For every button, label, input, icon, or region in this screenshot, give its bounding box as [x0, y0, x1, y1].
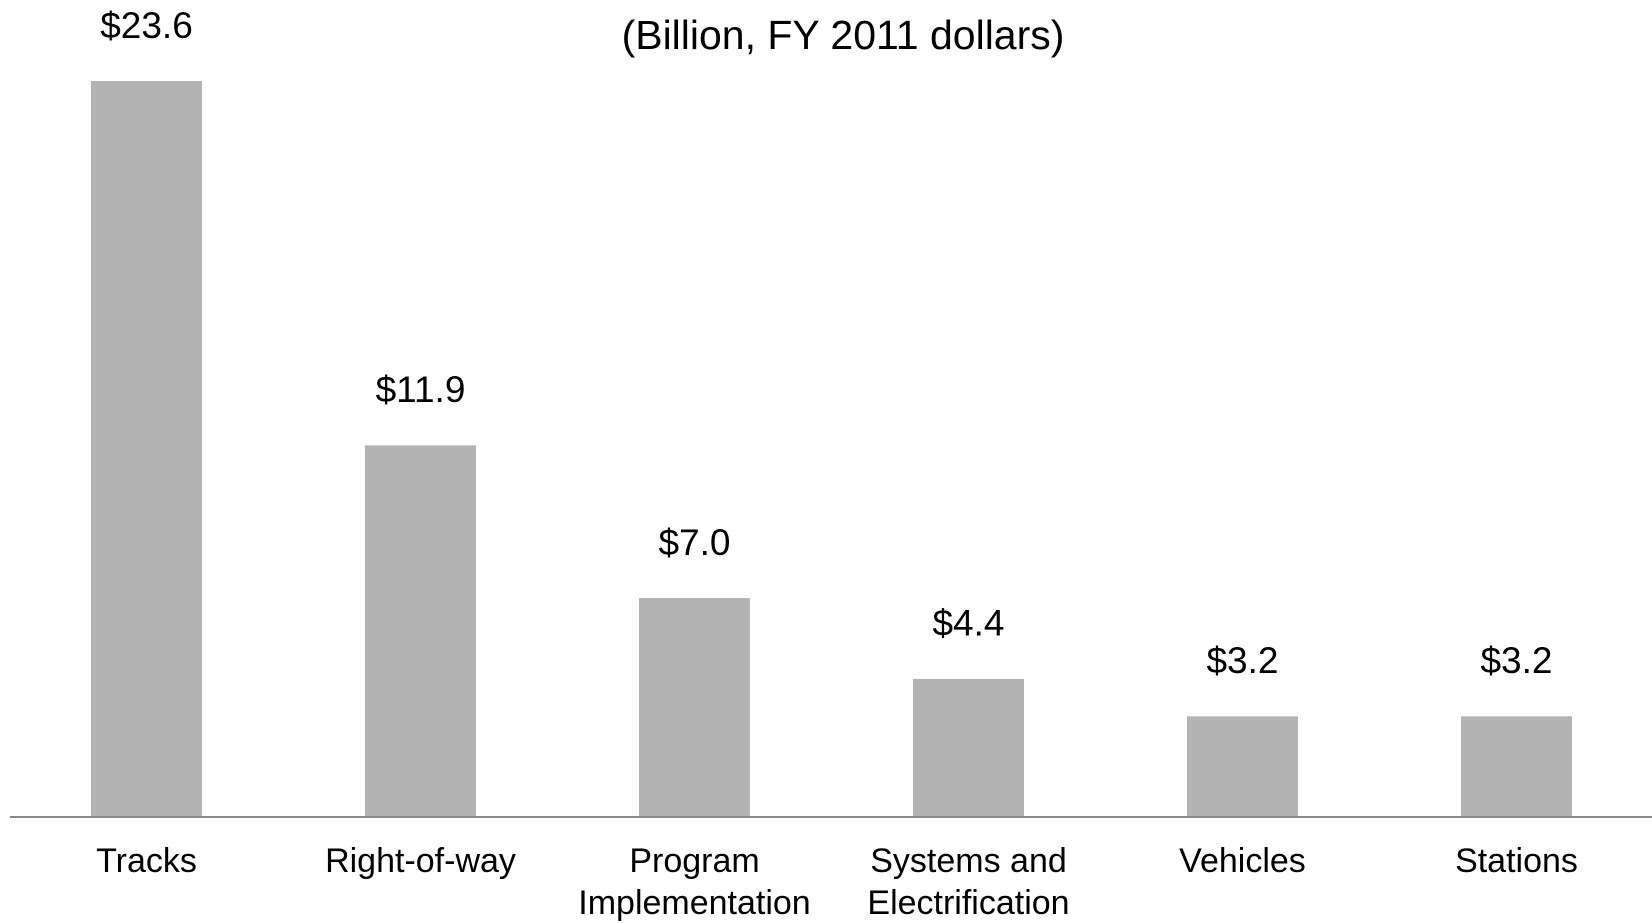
- bar: [1187, 716, 1298, 816]
- x-tick-label: Tracks: [96, 842, 197, 880]
- bar: [913, 678, 1024, 816]
- bar: [91, 81, 202, 816]
- bar: [365, 445, 476, 816]
- value-label: $4.4: [932, 603, 1004, 644]
- x-tick-label: Program Implementation: [578, 842, 811, 922]
- x-tick-label: Stations: [1455, 842, 1578, 880]
- value-label: $11.9: [376, 369, 466, 410]
- bar: [1461, 716, 1572, 816]
- value-label: $3.2: [1480, 640, 1552, 681]
- x-tick-label: Vehicles: [1179, 842, 1306, 880]
- x-tick-label: Right-of-way: [325, 842, 516, 880]
- value-label: $7.0: [658, 522, 730, 563]
- value-label: $3.2: [1206, 640, 1278, 681]
- chart-title: (Billion, FY 2011 dollars): [622, 12, 1065, 58]
- bar: [639, 597, 750, 816]
- x-tick-label: Systems and Electrification: [867, 842, 1070, 922]
- value-label: $23.6: [100, 5, 193, 46]
